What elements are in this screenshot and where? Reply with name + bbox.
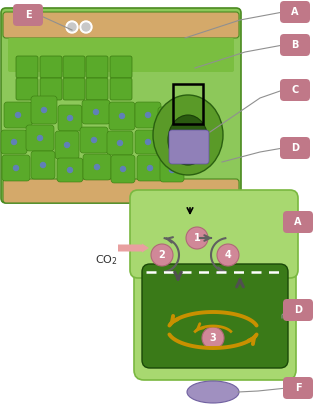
Text: A: A [291,7,299,17]
Text: 4: 4 [225,250,231,260]
FancyBboxPatch shape [280,79,310,101]
FancyBboxPatch shape [142,264,288,368]
Text: C: C [292,85,299,95]
Circle shape [12,139,17,144]
Text: 1: 1 [194,233,200,243]
FancyBboxPatch shape [280,1,310,23]
FancyBboxPatch shape [110,56,132,78]
Circle shape [42,107,46,112]
FancyBboxPatch shape [107,131,133,155]
FancyBboxPatch shape [280,34,310,56]
FancyBboxPatch shape [169,130,209,164]
Circle shape [68,168,73,173]
FancyBboxPatch shape [63,56,85,78]
FancyBboxPatch shape [160,158,184,182]
Circle shape [202,327,224,349]
Circle shape [148,166,153,171]
FancyBboxPatch shape [1,130,27,154]
FancyBboxPatch shape [13,4,43,26]
Circle shape [167,117,172,122]
Text: E: E [25,10,31,20]
FancyBboxPatch shape [283,377,313,399]
FancyBboxPatch shape [83,154,111,180]
FancyBboxPatch shape [134,255,296,380]
Circle shape [146,112,150,117]
FancyBboxPatch shape [63,78,85,100]
FancyBboxPatch shape [26,125,54,151]
FancyArrow shape [118,243,149,253]
FancyBboxPatch shape [31,96,57,124]
Text: 2: 2 [159,250,165,260]
Text: D: D [294,305,302,315]
Circle shape [41,163,45,168]
Ellipse shape [153,95,223,175]
Text: F: F [295,383,301,393]
Ellipse shape [187,381,239,403]
FancyBboxPatch shape [135,102,161,128]
FancyBboxPatch shape [57,158,83,182]
Circle shape [68,116,73,121]
Text: D: D [291,143,299,153]
Circle shape [68,23,76,31]
Text: CO$_2$: CO$_2$ [95,253,117,267]
FancyBboxPatch shape [110,78,132,100]
Circle shape [93,109,99,114]
FancyBboxPatch shape [4,102,32,128]
Circle shape [170,168,174,173]
Circle shape [94,164,100,169]
Ellipse shape [168,115,208,165]
Circle shape [167,143,172,148]
FancyBboxPatch shape [40,78,62,100]
FancyBboxPatch shape [40,56,62,78]
FancyBboxPatch shape [135,130,161,154]
FancyBboxPatch shape [55,131,79,159]
FancyBboxPatch shape [8,38,234,72]
FancyBboxPatch shape [1,8,241,203]
FancyBboxPatch shape [86,56,108,78]
Circle shape [92,138,97,143]
Circle shape [121,166,125,171]
Circle shape [15,112,20,117]
FancyBboxPatch shape [3,12,239,38]
FancyBboxPatch shape [280,137,310,159]
Text: 3: 3 [210,333,216,343]
FancyBboxPatch shape [58,105,82,131]
Circle shape [186,227,208,249]
Circle shape [117,141,123,146]
FancyBboxPatch shape [130,190,298,278]
FancyBboxPatch shape [80,127,108,153]
Bar [173,84,203,124]
FancyBboxPatch shape [111,155,135,183]
Circle shape [151,244,173,266]
Text: A: A [294,217,302,227]
Circle shape [82,23,90,31]
FancyBboxPatch shape [137,155,163,181]
FancyBboxPatch shape [3,179,239,203]
FancyBboxPatch shape [2,155,30,181]
FancyBboxPatch shape [31,151,55,179]
FancyBboxPatch shape [158,132,182,158]
FancyBboxPatch shape [16,56,38,78]
Text: B: B [291,40,299,50]
FancyBboxPatch shape [86,78,108,100]
Circle shape [217,244,239,266]
FancyBboxPatch shape [283,299,313,321]
Circle shape [119,114,124,119]
FancyBboxPatch shape [158,107,182,133]
Circle shape [66,21,78,33]
Circle shape [13,166,19,171]
Circle shape [146,139,150,144]
FancyBboxPatch shape [16,78,38,100]
FancyBboxPatch shape [109,102,135,130]
Circle shape [65,143,69,148]
Circle shape [37,136,43,141]
FancyBboxPatch shape [283,211,313,233]
FancyBboxPatch shape [82,100,110,124]
Circle shape [80,21,92,33]
